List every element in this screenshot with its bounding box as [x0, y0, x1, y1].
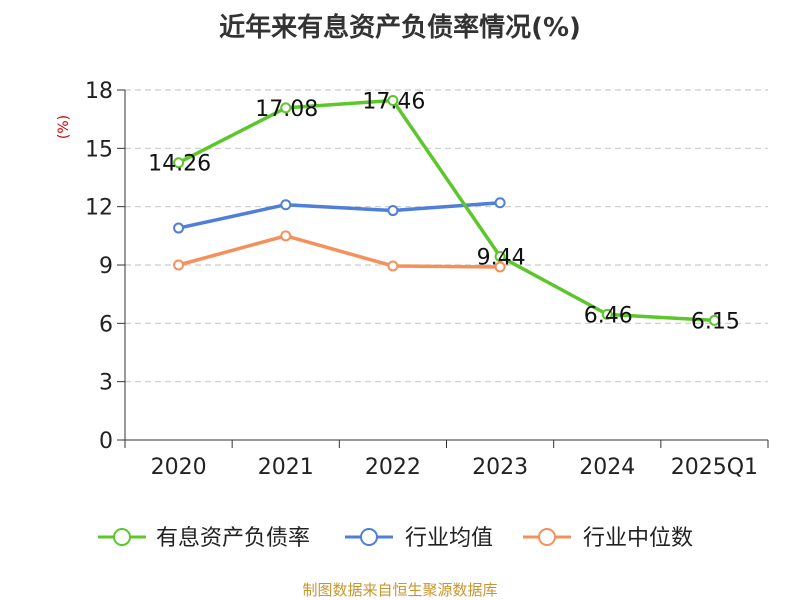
legend-item: 有息资产负债率: [98, 526, 310, 551]
grid-layer: [125, 89, 768, 383]
data-label: 14.26: [148, 152, 211, 177]
axis-layer: 0 3 6 9 12 15 18 2020 2021 2022 2023 2024 2025Q1: [85, 79, 769, 480]
legend-item: 行业中位数: [523, 526, 693, 551]
y-tick-label: 18: [85, 79, 113, 104]
data-point: [387, 205, 399, 217]
data-point: [173, 157, 185, 169]
legend-item: 行业均值: [345, 526, 493, 551]
data-point: [280, 199, 292, 211]
legend-marker: [113, 528, 131, 546]
data-point: [280, 230, 292, 242]
series-line: [178, 201, 501, 230]
data-point: [387, 95, 399, 106]
data-label: 17.08: [255, 97, 318, 122]
data-point: [280, 102, 292, 114]
series-interest-bearing-debt-ratio: [173, 95, 720, 326]
y-tick-label: 15: [85, 137, 113, 162]
legend-marker: [538, 528, 556, 546]
data-point: [173, 222, 185, 234]
y-tick-label: 12: [85, 196, 113, 221]
legend-marker: [360, 528, 378, 546]
x-tick-label: 2024: [579, 455, 635, 480]
data-point: [708, 314, 720, 326]
x-tick-label: 2020: [151, 455, 207, 480]
data-point: [494, 197, 506, 209]
series-line: [177, 98, 715, 323]
data-label-layer: 14.26 17.08 17.46 9.44 6.46 6.15: [148, 90, 740, 335]
y-tick-label: 6: [99, 312, 113, 337]
data-label: 6.46: [584, 303, 633, 328]
series-industry-median: [173, 230, 506, 273]
x-tick-label: 2023: [472, 455, 528, 480]
legend-label: 行业中位数: [583, 526, 693, 551]
data-point: [601, 308, 613, 320]
series-line: [178, 234, 501, 269]
data-point: [494, 261, 506, 273]
data-label: 6.15: [691, 309, 740, 334]
data-point: [494, 250, 506, 262]
series-industry-mean: [173, 197, 506, 234]
legend: 有息资产负债率 行业均值 行业中位数: [98, 526, 693, 551]
y-tick-label: 9: [99, 254, 113, 279]
legend-label: 行业均值: [405, 526, 493, 551]
legend-label: 有息资产负债率: [156, 526, 310, 551]
y-tick-label: 3: [99, 371, 113, 396]
x-tick-label: 2022: [365, 455, 421, 480]
data-label: 17.46: [362, 90, 425, 115]
data-point: [173, 259, 185, 271]
y-axis-label: (%): [56, 115, 72, 139]
source-note: 制图数据来自恒生聚源数据库: [302, 581, 497, 599]
series-layer: [173, 95, 720, 326]
chart-title: 近年来有息资产负债率情况(%): [219, 12, 581, 43]
y-tick-label: 0: [99, 429, 113, 454]
data-point: [387, 260, 399, 272]
data-label: 9.44: [477, 245, 526, 270]
x-tick-label: 2025Q1: [671, 455, 758, 480]
x-tick-label: 2021: [258, 455, 314, 480]
